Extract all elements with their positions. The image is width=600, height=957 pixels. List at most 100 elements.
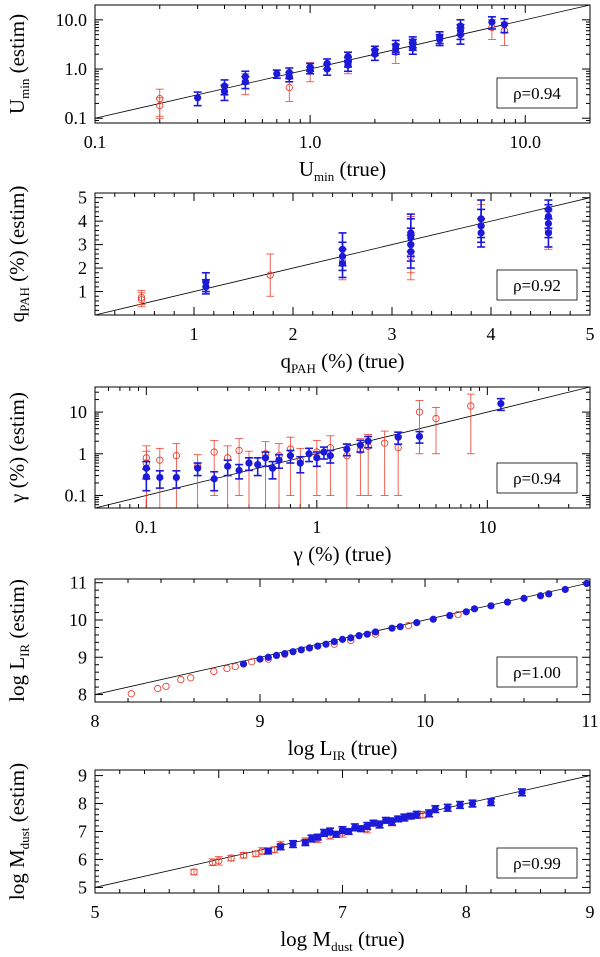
rho-label: ρ=0.92 — [513, 276, 561, 295]
y-tick-label: 8 — [78, 794, 87, 814]
data-point — [345, 827, 353, 836]
data-point — [446, 611, 454, 620]
data-point — [488, 18, 496, 26]
data-point — [275, 456, 283, 464]
x-axis-label: Umin (true) — [299, 157, 386, 184]
x-tick-label: 10.0 — [509, 132, 541, 152]
axis-ticks — [94, 386, 591, 509]
y-tick-label: 1 — [78, 282, 87, 302]
y-tick-label: 4 — [78, 211, 87, 231]
data-point — [545, 590, 553, 598]
data-point — [363, 822, 371, 830]
data-point — [239, 851, 248, 859]
data-point — [396, 623, 404, 631]
data-point — [305, 644, 314, 652]
data-point — [468, 799, 477, 808]
data-point — [313, 454, 321, 462]
data-point — [162, 682, 170, 690]
y-tick-label: 9 — [78, 647, 87, 667]
data-point — [344, 61, 352, 69]
data-point — [394, 815, 402, 823]
data-point — [305, 450, 313, 458]
y-tick-label: 8 — [78, 685, 87, 705]
x-tick-label: 11 — [581, 711, 598, 731]
data-point — [583, 579, 590, 588]
series-filled-blue — [201, 199, 553, 295]
data-point — [252, 850, 260, 858]
data-point — [306, 66, 314, 74]
data-point — [436, 35, 444, 43]
data-point — [314, 642, 322, 650]
data-point — [425, 809, 433, 817]
data-point — [289, 840, 297, 848]
data-point — [415, 432, 424, 441]
x-tick-label: 8 — [462, 902, 471, 922]
y-tick-label: 5 — [78, 188, 87, 208]
data-point — [154, 684, 162, 693]
data-point — [268, 464, 277, 472]
data-point — [388, 818, 396, 826]
data-point — [273, 70, 281, 78]
panel-Mdust: 5 6 7 8 9 5 6 7 8 9 ρ=0.99 log Mdust (true) log Mdus… — [5, 763, 595, 954]
data-point — [497, 399, 505, 408]
y-tick-label: 9 — [78, 766, 87, 786]
series-filled-blue — [142, 397, 505, 492]
y-tick-label: 1 — [78, 444, 87, 464]
data-point — [256, 655, 264, 663]
data-point — [347, 634, 355, 642]
plot-area — [95, 579, 590, 698]
rho-box — [496, 269, 578, 301]
x-axis-label: qPAH (%) (true) — [281, 349, 405, 376]
data-point — [194, 94, 202, 102]
x-tick-label: 3 — [388, 324, 397, 344]
data-point — [301, 839, 309, 847]
x-tick-label: 8 — [91, 711, 100, 731]
y-tick-label: 10.0 — [56, 10, 88, 30]
data-point — [351, 823, 359, 831]
data-point — [323, 65, 331, 73]
data-point — [429, 615, 437, 623]
data-point — [544, 205, 553, 214]
data-point — [248, 658, 256, 666]
series-filled-blue — [193, 16, 509, 107]
data-point — [210, 448, 218, 456]
plot-frame — [94, 386, 591, 509]
data-point — [518, 788, 526, 796]
data-point — [142, 464, 150, 472]
data-point — [323, 59, 331, 68]
y-tick-label: 0.1 — [65, 485, 88, 505]
data-point — [320, 448, 328, 456]
data-point — [239, 660, 248, 668]
data-point — [400, 813, 408, 822]
data-point — [355, 632, 363, 640]
y-axis-label: qPAH (%) (estim) — [5, 186, 32, 323]
data-point — [332, 830, 340, 838]
y-axis-label: Umin (estim) — [5, 14, 32, 114]
data-point — [415, 408, 424, 416]
data-point — [470, 605, 479, 613]
data-point — [177, 675, 185, 684]
x-tick-label: 7 — [338, 902, 347, 922]
data-point — [227, 854, 235, 862]
plot-area — [95, 5, 590, 119]
data-point — [467, 402, 475, 410]
x-tick-label: 4 — [487, 324, 496, 344]
data-point — [190, 868, 198, 876]
rho-label: ρ=0.94 — [513, 84, 561, 103]
data-point — [156, 102, 164, 110]
data-point — [326, 452, 334, 460]
data-point — [223, 664, 231, 673]
y-tick-label: 1.0 — [65, 59, 88, 79]
data-point — [326, 827, 334, 836]
panel-Umin: 0.1 1.0 10.0 0.1 1.0 10.0 ρ=0.94 Umin (true) Umi… — [5, 4, 591, 184]
plot-frame — [94, 192, 591, 316]
rho-label: ρ=0.99 — [513, 854, 561, 873]
series-open-red — [127, 610, 462, 698]
data-point — [392, 41, 400, 50]
data-point — [376, 820, 384, 829]
data-point — [364, 437, 372, 445]
data-point — [407, 248, 415, 256]
data-point — [369, 819, 378, 827]
x-tick-label: 5 — [91, 902, 100, 922]
